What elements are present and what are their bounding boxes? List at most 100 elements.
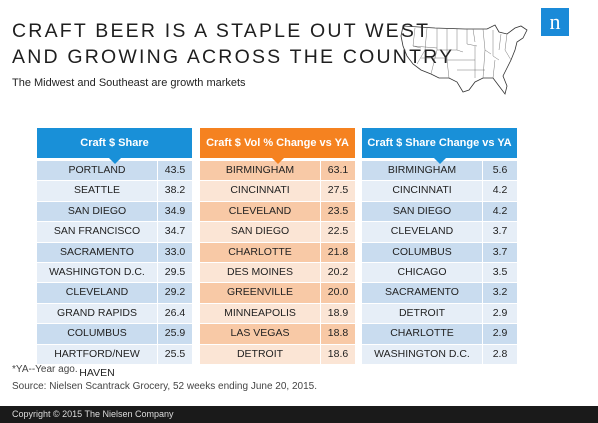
city-name: HARTFORD/NEW HAVEN (37, 344, 158, 379)
table-row: SACRAMENTO 33.0 (37, 242, 192, 263)
table-row: SAN DIEGO 4.2 (362, 201, 517, 223)
title-line-2: AND GROWING ACROSS THE COUNTRY (12, 46, 455, 68)
city-name: CLEVELAND (362, 222, 483, 242)
city-value: 18.9 (327, 306, 349, 319)
city-name: CINCINNATI (362, 181, 483, 201)
source-note: Source: Nielsen Scantrack Grocery, 52 we… (12, 381, 317, 392)
city-value: 25.5 (164, 347, 186, 360)
footnote: *YA--Year ago. (12, 364, 78, 375)
city-value: 38.2 (164, 184, 186, 197)
subtitle: The Midwest and Southeast are growth mar… (12, 77, 246, 89)
city-name: DETROIT (362, 303, 483, 324)
copyright: Copyright © 2015 The Nielsen Company (12, 409, 174, 419)
table-row: GREENVILLE 20.0 (200, 283, 355, 304)
city-value: 33.0 (164, 245, 186, 258)
footer: Copyright © 2015 The Nielsen Company (0, 406, 598, 423)
city-value: 4.2 (492, 184, 508, 197)
table-row: DETROIT 2.9 (362, 303, 517, 325)
table-row: SAN DIEGO 34.9 (37, 201, 192, 223)
city-value: 29.2 (164, 286, 186, 299)
city-name: SAN FRANCISCO (37, 222, 158, 242)
city-value: 43.5 (164, 164, 186, 176)
city-name: CLEVELAND (200, 201, 321, 222)
city-name: CHICAGO (362, 262, 483, 283)
table-craft-share: Craft $ Share PORTLAND 43.5 SEATTLE 38.2 SAN… (37, 128, 192, 379)
table-row: HARTFORD/NEW HAVEN 25.5 (37, 344, 192, 379)
table-row: CINCINNATI 4.2 (362, 181, 517, 202)
table-row: SAN FRANCISCO 34.7 (37, 222, 192, 243)
city-name: PORTLAND (37, 161, 158, 181)
city-name: SAN DIEGO (200, 222, 321, 242)
us-map-icon (400, 24, 528, 95)
table-row: SACRAMENTO 3.2 (362, 283, 517, 304)
city-value: 34.7 (164, 225, 186, 238)
table-row: BIRMINGHAM 63.1 (200, 161, 355, 182)
city-name: SACRAMENTO (362, 283, 483, 303)
city-name: SAN DIEGO (37, 201, 158, 222)
city-value: 2.8 (492, 347, 508, 360)
table-body: BIRMINGHAM 5.6 CINCINNATI 4.2 SAN DIEGO 4.2 CL… (362, 161, 517, 365)
city-value: 5.6 (492, 164, 508, 176)
city-name: CINCINNATI (200, 181, 321, 201)
city-name: COLUMBUS (362, 242, 483, 262)
table-row: BIRMINGHAM 5.6 (362, 161, 517, 182)
city-name: SEATTLE (37, 181, 158, 201)
city-value: 20.2 (327, 265, 349, 278)
city-name: DETROIT (200, 344, 321, 364)
city-value: 21.8 (327, 245, 349, 258)
city-name: WASHINGTON D.C. (362, 344, 483, 364)
city-value: 63.1 (327, 164, 349, 176)
table-row: CINCINNATI 27.5 (200, 181, 355, 202)
city-value: 20.0 (327, 286, 349, 299)
table-row: CLEVELAND 23.5 (200, 201, 355, 223)
city-value: 23.5 (327, 204, 349, 217)
city-value: 3.5 (492, 265, 508, 278)
city-name: WASHINGTON D.C. (37, 262, 158, 283)
nielsen-logo: n (541, 8, 569, 36)
table-body: BIRMINGHAM 63.1 CINCINNATI 27.5 CLEVELAND 23.… (200, 161, 355, 365)
city-value: 2.9 (492, 306, 508, 319)
city-value: 26.4 (164, 306, 186, 319)
city-name: GRAND RAPIDS (37, 303, 158, 324)
table-row: CHICAGO 3.5 (362, 262, 517, 284)
city-name: BIRMINGHAM (200, 161, 321, 181)
table-row: LAS VEGAS 18.8 (200, 324, 355, 345)
city-name: CHARLOTTE (362, 324, 483, 344)
city-value: 18.6 (327, 347, 349, 360)
city-name: DES MOINES (200, 262, 321, 283)
city-name: GREENVILLE (200, 283, 321, 303)
table-body: PORTLAND 43.5 SEATTLE 38.2 SAN DIEGO 34.9 SAN … (37, 161, 192, 379)
table-row: CHARLOTTE 2.9 (362, 324, 517, 345)
table-row: DETROIT 18.6 (200, 344, 355, 365)
city-value: 22.5 (327, 225, 349, 238)
city-value: 4.2 (492, 204, 508, 217)
table-row: CHARLOTTE 21.8 (200, 242, 355, 263)
city-value: 27.5 (327, 184, 349, 197)
table-row: CLEVELAND 29.2 (37, 283, 192, 304)
city-name: SACRAMENTO (37, 242, 158, 262)
city-name: COLUMBUS (37, 324, 158, 344)
city-name: LAS VEGAS (200, 324, 321, 344)
city-value: 29.5 (164, 265, 186, 278)
city-value: 3.7 (492, 245, 508, 258)
city-name: MINNEAPOLIS (200, 303, 321, 324)
table-row: CLEVELAND 3.7 (362, 222, 517, 243)
city-name: SAN DIEGO (362, 201, 483, 222)
city-value: 25.9 (164, 327, 186, 340)
table-row: MINNEAPOLIS 18.9 (200, 303, 355, 325)
table-header: Craft $ Vol % Change vs YA (200, 128, 355, 164)
table-row: SAN DIEGO 22.5 (200, 222, 355, 243)
table-header: Craft $ Share Change vs YA (362, 128, 517, 164)
city-value: 34.9 (164, 204, 186, 217)
table-row: WASHINGTON D.C. 29.5 (37, 262, 192, 284)
table-row: COLUMBUS 3.7 (362, 242, 517, 263)
city-name: CHARLOTTE (200, 242, 321, 262)
title-line-1: CRAFT BEER IS A STAPLE OUT WEST (12, 20, 431, 42)
table-row: GRAND RAPIDS 26.4 (37, 303, 192, 325)
city-name: CLEVELAND (37, 283, 158, 303)
table-row: COLUMBUS 25.9 (37, 324, 192, 345)
table-header: Craft $ Share (37, 128, 192, 164)
table-row: SEATTLE 38.2 (37, 181, 192, 202)
table-row: DES MOINES 20.2 (200, 262, 355, 284)
city-name: BIRMINGHAM (362, 161, 483, 181)
